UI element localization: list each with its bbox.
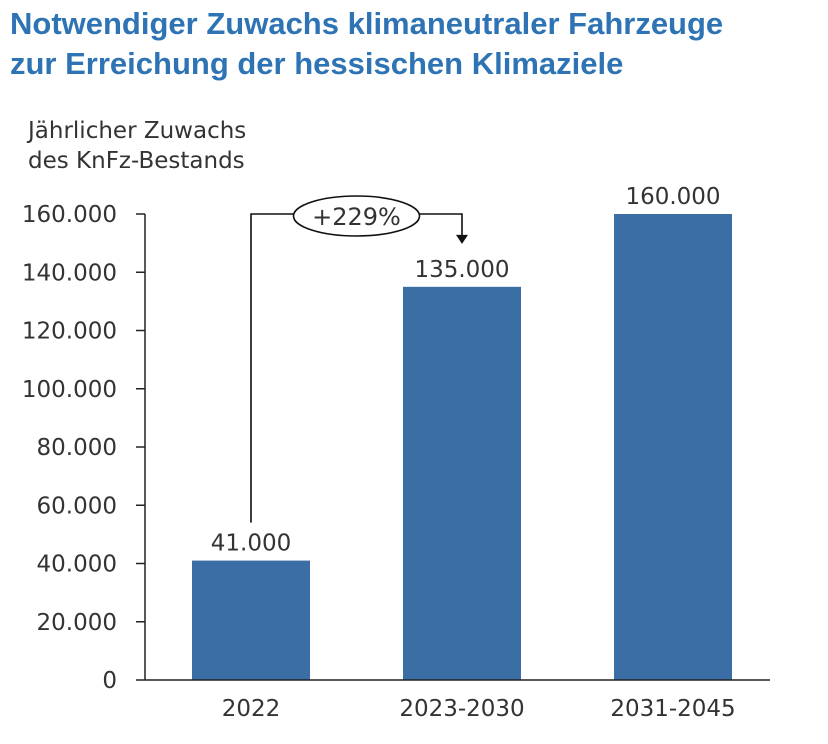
growth-annotation: +229% [250,195,468,523]
x-category-label: 2031-2045 [610,696,735,722]
growth-arrow-head [456,234,468,244]
x-category-label: 2023-2030 [399,696,524,722]
value-label: 135.000 [414,257,509,283]
chart-title-line-2: zur Erreichung der hessischen Klimaziele [10,46,624,81]
y-tick-label: 60.000 [37,493,117,519]
y-axis-ticks: 0 20.000 40.000 60.000 80.000 100.000 120.000 1… [22,202,145,694]
y-tick-label: 80.000 [37,435,117,461]
y-tick-label: 160.000 [22,202,117,228]
y-axis-label-line-1: Jährlicher Zuwachs [26,118,246,144]
bar-2022 [192,560,310,680]
y-axis-label-line-2: des KnFz-Bestands [28,148,245,174]
x-category-label: 2022 [222,696,281,722]
y-tick-label: 20.000 [37,610,117,636]
y-axis-label: Jährlicher Zuwachs des KnFz-Bestands [26,118,246,174]
bar-2031-2045 [614,214,732,680]
y-tick-label: 100.000 [22,377,117,403]
y-tick-label: 40.000 [37,552,117,578]
chart-title: Notwendiger Zuwachs klimaneutraler Fahrz… [10,4,825,84]
value-labels: 41.000 135.000 160.000 [211,184,721,557]
y-tick-label: 120.000 [22,319,117,345]
growth-ellipse [292,195,421,237]
y-tick-label: 0 [102,668,117,694]
growth-percentage-label: +229% [312,203,401,231]
value-label: 41.000 [211,531,291,557]
x-axis-categories: 2022 2023-2030 2031-2045 [222,696,736,722]
bars [192,214,732,680]
chart-title-line-1: Notwendiger Zuwachs klimaneutraler Fahrz… [10,6,724,41]
y-tick-label: 140.000 [22,260,117,286]
bar-2023-2030 [403,286,521,680]
value-label: 160.000 [625,184,720,210]
